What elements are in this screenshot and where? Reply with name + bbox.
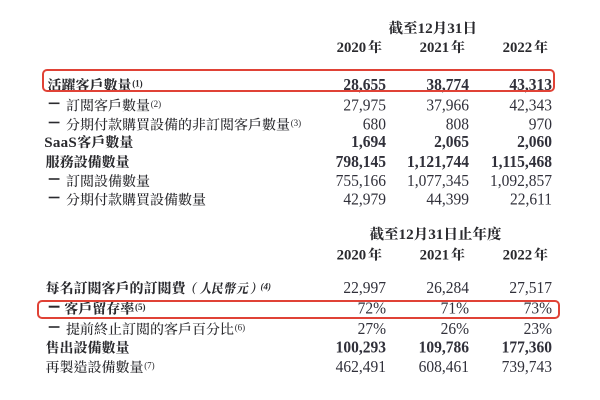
- svg-text:23%: 23%: [524, 321, 552, 338]
- svg-text:680: 680: [363, 116, 386, 133]
- svg-text:(4): (4): [261, 282, 272, 292]
- svg-text:12: 12: [418, 20, 433, 37]
- svg-text:1,121,744: 1,121,744: [407, 153, 469, 170]
- svg-text:739,743: 739,743: [502, 359, 552, 376]
- svg-text:37,966: 37,966: [426, 97, 469, 114]
- svg-text:38,774: 38,774: [426, 77, 469, 94]
- svg-text:109,786: 109,786: [419, 339, 469, 356]
- svg-text:SaaS: SaaS: [44, 135, 77, 151]
- svg-text:31: 31: [447, 20, 462, 37]
- svg-text:(3): (3): [291, 118, 302, 128]
- svg-text:2020: 2020: [337, 40, 367, 56]
- svg-text:12: 12: [399, 226, 414, 243]
- svg-text:1,694: 1,694: [351, 134, 386, 151]
- svg-text:28,655: 28,655: [343, 77, 386, 94]
- svg-text:798,145: 798,145: [336, 153, 386, 170]
- svg-text:72%: 72%: [358, 300, 386, 317]
- svg-text:2,060: 2,060: [517, 134, 552, 151]
- svg-text:808: 808: [446, 116, 469, 133]
- svg-text:2,065: 2,065: [434, 134, 469, 151]
- svg-text:(1): (1): [132, 79, 143, 89]
- svg-text:43,313: 43,313: [509, 77, 552, 94]
- svg-text:1,077,345: 1,077,345: [407, 173, 469, 190]
- svg-text:42,979: 42,979: [343, 191, 386, 208]
- svg-text:(2): (2): [151, 99, 162, 109]
- svg-text:73%: 73%: [524, 300, 552, 317]
- svg-text:(7): (7): [144, 361, 155, 371]
- svg-text:31: 31: [428, 226, 443, 243]
- svg-text:27%: 27%: [358, 321, 386, 338]
- svg-text:42,343: 42,343: [509, 97, 552, 114]
- svg-text:26%: 26%: [441, 321, 469, 338]
- svg-text:462,491: 462,491: [336, 359, 386, 376]
- svg-text:1,115,468: 1,115,468: [491, 153, 552, 170]
- svg-text:22,997: 22,997: [343, 280, 386, 297]
- svg-text:2020: 2020: [337, 248, 367, 264]
- svg-text:27,517: 27,517: [509, 280, 552, 297]
- svg-text:2022: 2022: [503, 40, 533, 56]
- svg-text:970: 970: [529, 116, 552, 133]
- svg-text:(6): (6): [235, 323, 246, 333]
- svg-text:2022: 2022: [503, 248, 533, 264]
- svg-text:2021: 2021: [420, 248, 450, 264]
- svg-text:27,975: 27,975: [343, 97, 386, 114]
- svg-text:22,611: 22,611: [510, 191, 552, 208]
- svg-text:71%: 71%: [441, 300, 469, 317]
- svg-text:755,166: 755,166: [336, 173, 386, 190]
- svg-text:608,461: 608,461: [419, 359, 469, 376]
- svg-text:2021: 2021: [420, 40, 450, 56]
- svg-text:(5): (5): [135, 302, 146, 312]
- svg-text:100,293: 100,293: [336, 339, 386, 356]
- svg-text:1,092,857: 1,092,857: [490, 173, 552, 190]
- svg-text:177,360: 177,360: [502, 339, 552, 356]
- svg-text:44,399: 44,399: [426, 191, 469, 208]
- svg-text:26,284: 26,284: [426, 280, 469, 297]
